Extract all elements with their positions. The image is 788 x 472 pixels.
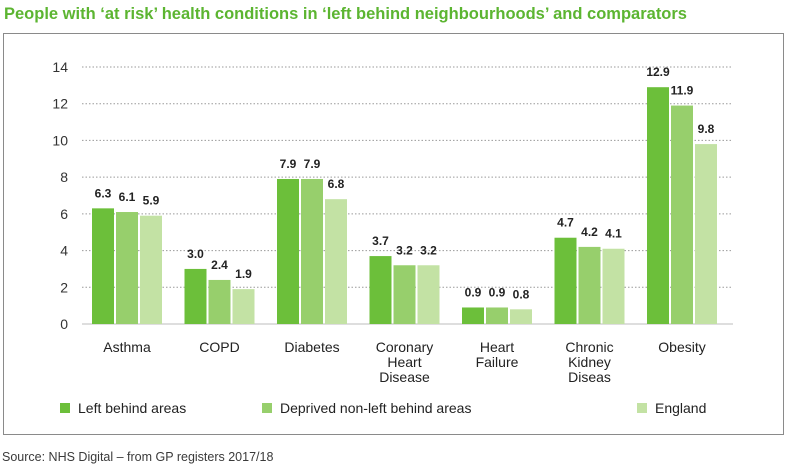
legend-label: Deprived non-left behind areas <box>280 400 471 416</box>
bar-chart: 0 2 4 6 8 10 12 14 6.3 6.1 5.9 3.0 2.4 1.9 7.9 7.9 6.8 3… <box>52 59 733 416</box>
y-tick-label: 6 <box>60 206 68 222</box>
data-label: 4.7 <box>557 216 574 230</box>
y-tick-label: 2 <box>60 279 68 295</box>
x-axis: Asthma COPD Diabetes CoronaryHeartDiseaseHe… <box>103 339 705 385</box>
bar <box>325 199 347 324</box>
data-label: 6.8 <box>328 177 345 191</box>
data-label: 4.1 <box>605 227 622 241</box>
bar <box>671 105 693 324</box>
legend-item: Left behind areas <box>60 400 186 416</box>
data-label: 5.9 <box>143 194 160 208</box>
data-label: 3.0 <box>187 247 204 261</box>
x-category-label: Disease <box>379 369 430 385</box>
bars <box>92 87 717 324</box>
data-label: 3.2 <box>420 243 437 257</box>
data-label: 0.9 <box>465 285 482 299</box>
x-category-label: Chronic <box>565 339 613 355</box>
x-category-label: Asthma <box>103 339 151 355</box>
data-label: 7.9 <box>304 157 321 171</box>
data-label: 12.9 <box>646 65 670 79</box>
data-label: 9.8 <box>698 122 715 136</box>
legend-label: England <box>655 400 706 416</box>
bar <box>369 256 392 324</box>
x-category-label: Failure <box>476 354 519 370</box>
bar <box>277 178 299 324</box>
y-tick-label: 12 <box>52 96 68 112</box>
x-category-label: COPD <box>199 339 239 355</box>
y-tick-label: 14 <box>52 59 68 75</box>
bar <box>417 265 440 324</box>
x-category-label: Kidney <box>568 354 611 370</box>
bar <box>554 237 577 324</box>
y-tick-label: 8 <box>60 169 68 185</box>
data-label: 7.9 <box>280 157 297 171</box>
y-axis: 0 2 4 6 8 10 12 14 <box>52 59 68 332</box>
data-label: 2.4 <box>211 258 228 272</box>
chart-frame <box>3 33 784 435</box>
data-label: 4.2 <box>581 225 598 239</box>
data-label: 3.7 <box>372 234 389 248</box>
legend-swatch <box>637 403 647 413</box>
bar <box>116 212 138 324</box>
x-category-label: Diseas <box>568 369 611 385</box>
legend-swatch <box>60 403 70 413</box>
data-label: 11.9 <box>671 84 694 98</box>
bar <box>462 307 484 324</box>
data-label: 0.9 <box>489 285 506 299</box>
y-tick-label: 0 <box>60 316 68 332</box>
bar <box>92 208 114 324</box>
bar <box>578 246 601 324</box>
bar <box>393 265 416 324</box>
bar <box>602 248 625 324</box>
x-category-label: Heart <box>387 354 421 370</box>
data-labels: 6.3 6.1 5.9 3.0 2.4 1.9 7.9 7.9 6.8 3.7 3.2 3.2 0.9 0… <box>95 65 715 301</box>
bar <box>301 178 323 324</box>
bar <box>647 87 669 324</box>
data-label: 6.3 <box>95 186 112 200</box>
bar <box>140 215 162 324</box>
legend: Left behind areas Deprived non-left behin… <box>60 400 706 416</box>
legend-item: Deprived non-left behind areas <box>262 400 471 416</box>
data-label: 1.9 <box>235 267 252 281</box>
x-category-label: Heart <box>480 339 514 355</box>
x-category-label: Obesity <box>658 339 705 355</box>
data-label: 3.2 <box>396 243 413 257</box>
bar <box>695 144 717 324</box>
source-note: Source: NHS Digital – from GP registers … <box>2 450 274 464</box>
y-tick-label: 4 <box>60 243 68 259</box>
data-label: 6.1 <box>119 190 136 204</box>
bar <box>208 279 231 324</box>
legend-label: Left behind areas <box>78 400 186 416</box>
bar <box>486 307 508 324</box>
bar <box>510 309 532 324</box>
data-label: 0.8 <box>513 287 530 301</box>
y-tick-label: 10 <box>52 132 68 148</box>
bar <box>184 268 207 324</box>
x-category-label: Diabetes <box>284 339 339 355</box>
chart-title: People with ‘at risk’ health conditions … <box>4 5 687 23</box>
legend-swatch <box>262 403 272 413</box>
legend-item: England <box>637 400 706 416</box>
bar <box>232 289 255 324</box>
x-category-label: Coronary <box>376 339 434 355</box>
